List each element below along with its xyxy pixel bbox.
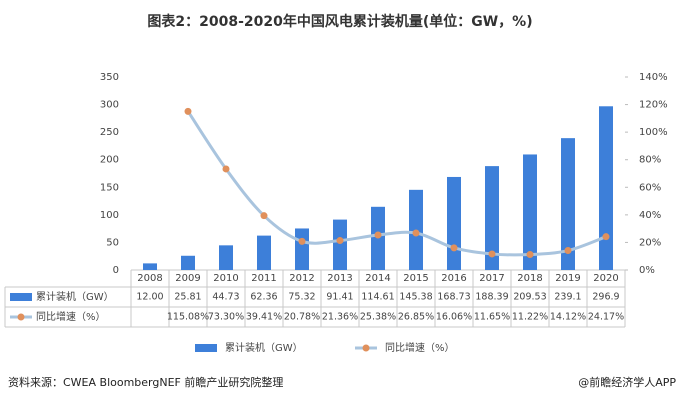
marker (336, 237, 344, 245)
table-row-label: 累计装机（GW） (36, 290, 114, 303)
table-cell: 73.30% (208, 312, 244, 323)
table-cell: 239.1 (554, 292, 581, 303)
marker (564, 247, 572, 255)
y2-tick-label: 0% (639, 265, 655, 276)
bar (523, 154, 537, 270)
x-tick-label: 2009 (175, 273, 200, 284)
bar (143, 263, 157, 270)
y-tick-label: 300 (100, 100, 119, 111)
bar (485, 166, 499, 270)
y2-tick-label: 80% (639, 155, 661, 166)
table-cell: 25.38% (360, 312, 396, 323)
marker (222, 165, 230, 173)
bar (333, 219, 347, 270)
bar (295, 228, 309, 270)
table-cell: 188.39 (475, 292, 508, 303)
table-row-label: 同比增速（%） (36, 310, 106, 323)
bar (257, 235, 271, 270)
table-cell: 115.08% (167, 312, 209, 323)
y2-tick-label: 100% (639, 127, 668, 138)
x-tick-label: 2013 (327, 273, 352, 284)
table-cell: 44.73 (212, 292, 239, 303)
marker (412, 229, 420, 237)
table-cell: 11.22% (512, 312, 548, 323)
x-tick-label: 2019 (555, 273, 580, 284)
bar (561, 138, 575, 270)
table-cell: 114.61 (361, 292, 394, 303)
table-cell: 39.41% (246, 312, 282, 323)
table-cell: 12.00 (136, 292, 163, 303)
chart-title: 图表2：2008-2020年中国风电累计装机量(单位：GW，%) (147, 13, 532, 30)
y2-tick-label: 20% (639, 237, 661, 248)
x-tick-label: 2020 (593, 273, 618, 284)
marker (526, 251, 534, 259)
table-cell: 75.32 (288, 292, 315, 303)
y-tick-label: 100 (100, 210, 119, 221)
legend-swatch (195, 344, 217, 352)
table-cell: 145.38 (399, 292, 432, 303)
legend-label: 同比增速（%） (385, 341, 455, 354)
legend-swatch (17, 313, 25, 321)
x-tick-label: 2014 (365, 273, 390, 284)
marker (450, 244, 458, 252)
table-cell: 16.06% (436, 312, 472, 323)
y-tick-label: 150 (100, 182, 119, 193)
y2-tick-label: 140% (639, 72, 668, 83)
marker (602, 233, 610, 241)
table-cell: 11.65% (474, 312, 510, 323)
y-tick-label: 200 (100, 155, 119, 166)
marker (260, 212, 268, 220)
x-tick-label: 2015 (403, 273, 428, 284)
x-tick-label: 2011 (251, 273, 276, 284)
y-tick-label: 50 (106, 237, 119, 248)
table-cell: 296.9 (592, 292, 619, 303)
y2-tick-label: 40% (639, 210, 661, 221)
table-cell: 62.36 (250, 292, 277, 303)
legend-label: 累计装机（GW） (225, 341, 303, 354)
bar (447, 176, 461, 270)
y-tick-label: 0 (113, 265, 119, 276)
x-tick-label: 2008 (137, 273, 162, 284)
x-tick-label: 2017 (479, 273, 504, 284)
x-tick-label: 2010 (213, 273, 238, 284)
x-tick-label: 2018 (517, 273, 542, 284)
y-tick-label: 250 (100, 127, 119, 138)
line (186, 110, 607, 257)
legend-swatch (362, 344, 370, 352)
marker (488, 250, 496, 258)
x-tick-label: 2012 (289, 273, 314, 284)
bar (219, 245, 233, 270)
y2-tick-label: 60% (639, 182, 661, 193)
bar (599, 106, 613, 271)
watermark: @前瞻经济学人APP (578, 375, 676, 389)
marker (298, 237, 306, 245)
table-cell: 24.17% (588, 312, 624, 323)
table-cell: 168.73 (437, 292, 470, 303)
y2-tick-label: 120% (639, 100, 668, 111)
x-tick-label: 2016 (441, 273, 466, 284)
marker (184, 107, 192, 115)
table-cell: 14.12% (550, 312, 586, 323)
marker (374, 231, 382, 239)
bar (181, 255, 195, 270)
table-cell: 26.85% (398, 312, 434, 323)
source: 资料来源：CWEA BloombergNEF 前瞻产业研究院整理 (8, 375, 283, 389)
table-cell: 209.53 (513, 292, 546, 303)
legend-swatch (10, 293, 32, 301)
table-cell: 91.41 (326, 292, 353, 303)
table-cell: 21.36% (322, 312, 358, 323)
table-cell: 25.81 (174, 292, 201, 303)
y-tick-label: 350 (100, 72, 119, 83)
table-cell: 20.78% (284, 312, 320, 323)
